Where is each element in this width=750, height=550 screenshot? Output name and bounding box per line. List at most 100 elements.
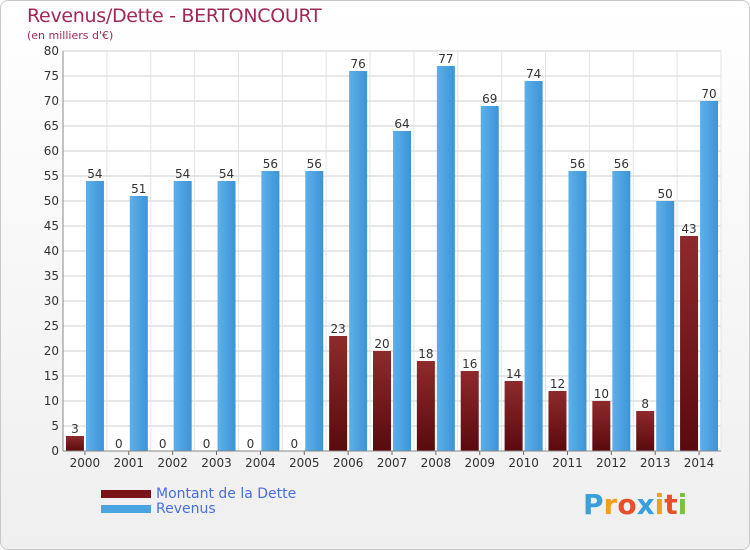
bar-revenus: [656, 201, 675, 451]
bar-dette: [416, 361, 435, 451]
bar-revenus: [568, 171, 587, 451]
data-label-dette: 0: [290, 437, 298, 451]
y-tick-label: 35: [44, 269, 59, 283]
y-tick-label: 50: [44, 194, 59, 208]
y-tick-label: 15: [44, 369, 59, 383]
bar-revenus: [349, 71, 368, 451]
data-label-revenus: 77: [438, 52, 453, 66]
y-tick-label: 45: [44, 219, 59, 233]
data-label-dette: 0: [115, 437, 123, 451]
bar-dette: [504, 381, 523, 451]
bar-revenus: [393, 131, 411, 451]
data-label-dette: 16: [462, 357, 477, 371]
bar-revenus: [217, 181, 236, 451]
chart-title: Revenus/Dette - BERTONCOURT: [27, 5, 322, 27]
data-label-dette: 3: [71, 422, 79, 436]
y-tick-label: 10: [44, 394, 59, 408]
bar-revenus: [700, 101, 719, 451]
bar-revenus: [612, 171, 631, 451]
data-label-revenus: 54: [175, 167, 190, 181]
logo-letter: o: [617, 488, 637, 521]
x-tick-label: 2006: [333, 456, 364, 470]
bar-dette: [636, 411, 655, 451]
legend-swatch-revenus: [101, 505, 151, 513]
bar-revenus: [524, 81, 543, 451]
data-label-dette: 10: [594, 387, 609, 401]
data-label-revenus: 56: [570, 157, 585, 171]
data-label-dette: 43: [681, 222, 696, 236]
data-label-revenus: 56: [614, 157, 629, 171]
bar-dette: [373, 351, 391, 451]
x-tick-label: 2004: [245, 456, 276, 470]
x-tick-label: 2009: [464, 456, 495, 470]
data-label-revenus: 56: [307, 157, 322, 171]
data-label-dette: 8: [641, 397, 649, 411]
x-tick-label: 2001: [114, 456, 145, 470]
logo-letter: x: [636, 488, 655, 521]
x-tick-label: 2011: [552, 456, 583, 470]
data-label-revenus: 76: [350, 57, 365, 71]
legend-label-dette: Montant de la Dette: [156, 486, 297, 502]
y-tick-label: 80: [44, 44, 59, 58]
bar-revenus: [480, 106, 499, 451]
y-tick-label: 20: [44, 344, 59, 358]
data-label-dette: 23: [330, 322, 345, 336]
x-tick-label: 2014: [684, 456, 715, 470]
bar-revenus: [129, 196, 148, 451]
y-tick-label: 40: [44, 244, 59, 258]
data-label-dette: 0: [247, 437, 255, 451]
y-tick-label: 5: [51, 419, 59, 433]
x-tick-label: 2000: [70, 456, 101, 470]
logo-letter: r: [603, 488, 618, 521]
data-label-dette: 12: [550, 377, 565, 391]
logo-letter: i: [677, 488, 688, 521]
bar-revenus: [305, 171, 324, 451]
data-label-revenus: 50: [658, 187, 673, 201]
data-label-dette: 20: [374, 337, 389, 351]
bar-dette: [329, 336, 348, 451]
y-tick-label: 70: [44, 94, 59, 108]
data-label-revenus: 56: [263, 157, 278, 171]
chart-subtitle: (en milliers d'€): [27, 29, 114, 42]
data-label-revenus: 64: [394, 117, 409, 131]
data-label-revenus: 54: [87, 167, 102, 181]
logo-letter: P: [583, 488, 604, 521]
y-tick-label: 30: [44, 294, 59, 308]
data-label-dette: 0: [159, 437, 167, 451]
bar-dette: [65, 436, 84, 451]
bar-dette: [460, 371, 479, 451]
proxiti-logo: Proxiti: [583, 488, 687, 521]
bar-revenus: [436, 66, 455, 451]
y-tick-label: 55: [44, 169, 59, 183]
x-tick-label: 2010: [508, 456, 539, 470]
x-tick-label: 2007: [377, 456, 408, 470]
y-tick-label: 75: [44, 69, 59, 83]
data-label-revenus: 70: [701, 87, 716, 101]
bar-revenus: [85, 181, 104, 451]
data-label-dette: 14: [506, 367, 521, 381]
bar-revenus: [173, 181, 192, 451]
x-tick-label: 2002: [157, 456, 188, 470]
x-tick-label: 2012: [596, 456, 627, 470]
bar-dette: [680, 236, 699, 451]
data-label-dette: 18: [418, 347, 433, 361]
bar-dette: [592, 401, 611, 451]
legend-label-revenus: Revenus: [156, 501, 216, 517]
x-tick-label: 2013: [640, 456, 671, 470]
bar-dette: [548, 391, 567, 451]
x-tick-label: 2008: [421, 456, 452, 470]
x-tick-label: 2005: [289, 456, 320, 470]
y-tick-label: 0: [51, 444, 59, 458]
logo-letter: i: [654, 488, 665, 521]
data-label-revenus: 51: [131, 182, 146, 196]
bar-revenus: [261, 171, 280, 451]
y-tick-label: 60: [44, 144, 59, 158]
data-label-revenus: 54: [219, 167, 234, 181]
y-tick-label: 25: [44, 319, 59, 333]
y-tick-label: 65: [44, 119, 59, 133]
data-label-revenus: 74: [526, 67, 541, 81]
logo-letter: t: [664, 488, 678, 521]
x-tick-label: 2003: [201, 456, 232, 470]
